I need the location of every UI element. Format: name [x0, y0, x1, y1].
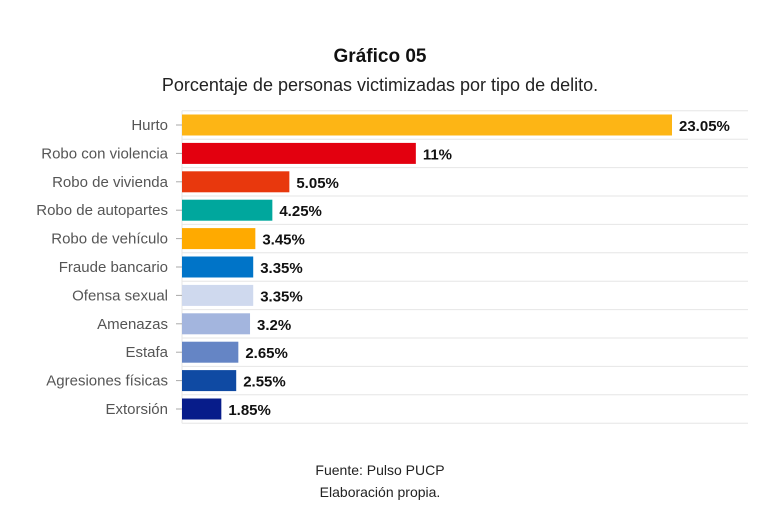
category-label: Robo de vivienda — [52, 174, 169, 191]
bar — [182, 398, 222, 420]
value-label: 2.55% — [243, 374, 286, 391]
credit-note: Elaboración propia. — [319, 484, 441, 500]
category-label: Robo con violencia — [41, 145, 168, 162]
bar — [182, 370, 237, 392]
category-label: Extorsión — [105, 401, 168, 418]
source-note: Fuente: Pulso PUCP — [315, 462, 445, 478]
bar — [182, 171, 290, 193]
bar — [182, 284, 254, 306]
bar — [182, 199, 273, 221]
value-label: 3.45% — [262, 232, 305, 249]
value-label: 1.85% — [228, 402, 271, 419]
bar — [182, 256, 254, 278]
category-label: Ofensa sexual — [72, 287, 168, 304]
value-label: 3.2% — [257, 317, 291, 334]
value-label: 2.65% — [245, 345, 288, 362]
category-label: Fraude bancario — [59, 259, 168, 276]
category-label: Estafa — [125, 344, 168, 361]
value-label: 11% — [423, 146, 452, 163]
bar — [182, 341, 239, 363]
bar — [182, 142, 416, 164]
bar-chart: Hurto 23.05% Robo con violencia 11% Robo de … — [36, 110, 748, 424]
category-label: Robo de autopartes — [36, 202, 168, 219]
value-label: 3.35% — [260, 288, 303, 305]
category-label: Hurto — [131, 117, 168, 134]
bar — [182, 313, 251, 335]
value-label: 3.35% — [260, 260, 303, 277]
category-label: Robo de vehículo — [51, 231, 168, 248]
value-label: 4.25% — [279, 203, 322, 220]
bar — [182, 114, 672, 136]
category-label: Agresiones físicas — [46, 373, 168, 390]
chart-subtitle: Porcentaje de personas victimizadas por … — [161, 75, 599, 95]
chart-title: Gráfico 05 — [333, 46, 427, 67]
value-label: 5.05% — [296, 175, 339, 192]
bar — [182, 228, 256, 250]
category-label: Amenazas — [97, 316, 168, 333]
value-label: 23.05% — [679, 118, 730, 135]
